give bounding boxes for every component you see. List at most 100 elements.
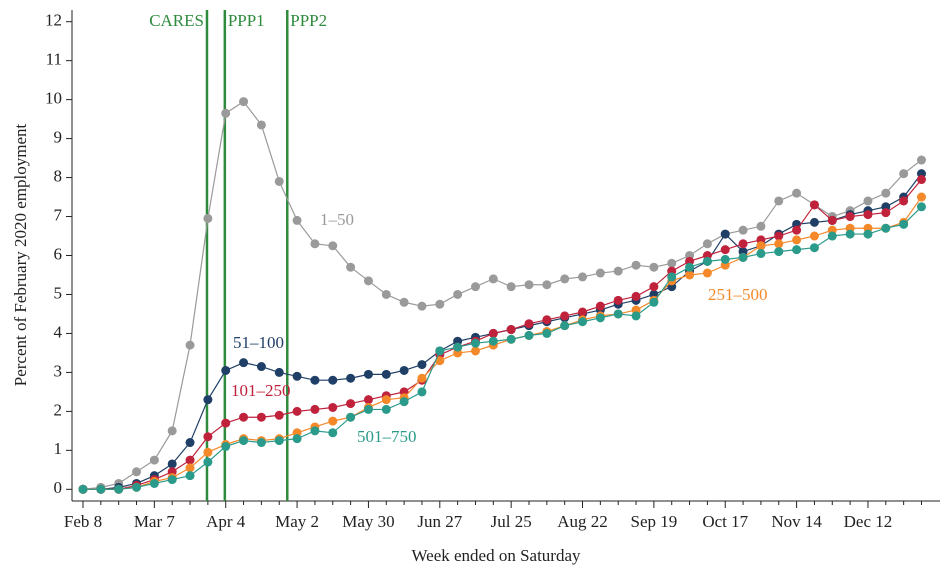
data-point [756,221,766,231]
data-point [720,229,730,239]
data-point [613,309,623,319]
data-point [346,373,356,383]
event-label: PPP1 [228,11,265,30]
data-point [524,319,534,329]
data-point [399,397,409,407]
data-point [506,325,516,335]
data-point [827,215,837,225]
data-point [506,334,516,344]
data-point [524,330,534,340]
data-point [185,471,195,481]
data-point [738,239,748,249]
data-point [488,328,498,338]
data-point [845,212,855,222]
data-point [328,241,338,251]
data-point [899,196,909,206]
data-point [774,196,784,206]
data-point [167,426,177,436]
data-point [881,208,891,218]
data-point [363,395,373,405]
data-point [613,295,623,305]
data-point [738,225,748,235]
data-point [542,315,552,325]
data-point [292,371,302,381]
data-point [381,369,391,379]
data-point [845,229,855,239]
data-point [310,375,320,385]
data-point [560,321,570,331]
data-point [292,434,302,444]
data-point [578,272,588,282]
x-tick-label: May 30 [342,512,394,531]
x-tick-label: Jul 25 [491,512,532,531]
data-point [346,399,356,409]
data-point [524,280,534,290]
y-tick-label: 11 [46,50,62,69]
data-point [435,346,445,356]
y-tick-label: 2 [54,400,63,419]
y-tick-label: 0 [54,478,63,497]
data-point [399,297,409,307]
x-tick-label: Sep 19 [631,512,678,531]
data-point [256,412,266,422]
data-point [792,235,802,245]
data-point [274,176,284,186]
data-point [720,254,730,264]
x-tick-label: Mar 7 [134,512,176,531]
data-point [185,438,195,448]
data-point [310,239,320,249]
data-point [792,245,802,255]
data-point [774,239,784,249]
series-label: 251–500 [708,285,768,304]
data-point [470,346,480,356]
data-point [631,260,641,270]
data-point [613,266,623,276]
data-point [631,311,641,321]
data-point [881,188,891,198]
data-point [78,484,88,494]
data-point [738,252,748,262]
x-tick-label: Oct 17 [702,512,748,531]
data-point [809,243,819,253]
data-point [310,404,320,414]
data-point [435,356,445,366]
data-point [863,210,873,220]
data-point [203,457,213,467]
data-point [470,338,480,348]
data-point [435,299,445,309]
data-point [185,463,195,473]
y-tick-label: 6 [54,244,63,263]
data-point [381,395,391,405]
data-point [292,215,302,225]
data-point [809,217,819,227]
data-point [667,272,677,282]
data-point [185,340,195,350]
data-point [417,373,427,383]
data-point [488,274,498,284]
data-point [488,336,498,346]
data-point [685,262,695,272]
data-point [702,268,712,278]
data-point [239,358,249,368]
data-point [221,441,231,451]
data-point [346,262,356,272]
data-point [292,406,302,416]
data-point [381,404,391,414]
data-point [363,404,373,414]
data-point [310,426,320,436]
data-point [274,367,284,377]
data-point [417,360,427,370]
data-point [916,155,926,165]
x-tick-label: Feb 8 [64,512,102,531]
data-point [702,239,712,249]
series-line [82,100,922,490]
data-point [203,447,213,457]
data-point [863,196,873,206]
x-tick-label: Apr 4 [206,512,246,531]
data-point [256,362,266,372]
data-point [685,270,695,280]
data-point [167,475,177,485]
data-point [274,436,284,446]
data-point [328,402,338,412]
